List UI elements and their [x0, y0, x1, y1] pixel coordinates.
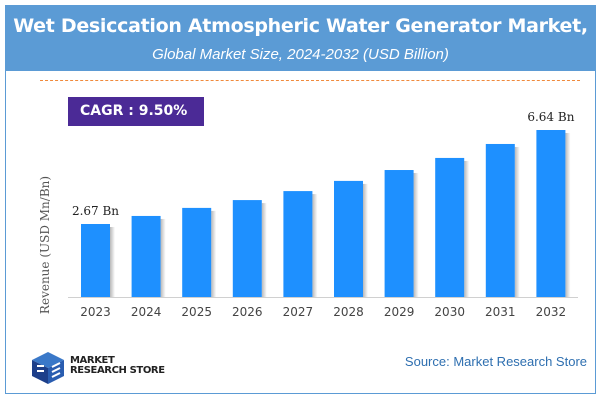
bar-2026: [232, 200, 262, 297]
bar-2028: [334, 180, 363, 297]
x-tick-label: 2029: [384, 305, 415, 319]
x-tick-label: 2027: [283, 305, 314, 319]
bar-2029: [384, 170, 414, 297]
x-tick-label: 2028: [333, 305, 364, 319]
bar-shadow: [110, 227, 115, 297]
x-tick-label: 2030: [434, 305, 465, 319]
bar-shadow: [261, 203, 267, 297]
source-text: Source: Market Research Store: [404, 354, 587, 369]
x-tick-label: 2032: [536, 305, 567, 319]
dashed-divider: [40, 80, 580, 81]
bar-shadow: [160, 218, 166, 297]
bar-2027: [283, 191, 313, 297]
bar-2031: [485, 143, 515, 297]
bar-2024: [131, 215, 161, 297]
logo-text: MARKET RESEARCH STORE: [70, 356, 165, 376]
bar-shadow: [363, 183, 368, 297]
data-label: 2.67 Bn: [72, 204, 119, 218]
bar-shadow: [565, 133, 571, 297]
x-tick-label: 2024: [131, 305, 162, 319]
bar-shadow: [211, 210, 217, 297]
bar-shadow: [514, 146, 520, 297]
x-tick-label: 2023: [80, 305, 111, 319]
bar-shadow: [413, 173, 419, 297]
bar-shadow: [312, 194, 318, 297]
cagr-badge: CAGR : 9.50%: [68, 97, 204, 126]
x-tick-label: 2031: [485, 305, 516, 319]
x-tick-label: 2025: [181, 305, 212, 319]
logo-line-1: MARKET: [70, 355, 115, 366]
bar-2030: [435, 157, 465, 297]
bar-2025: [182, 207, 212, 297]
logo-line-2: RESEARCH STORE: [70, 365, 165, 376]
x-tick-label: 2026: [232, 305, 263, 319]
data-label: 6.64 Bn: [527, 110, 574, 124]
bar-shadow: [464, 160, 470, 297]
header-band: Wet Desiccation Atmospheric Water Genera…: [5, 5, 596, 71]
chart-title: Wet Desiccation Atmospheric Water Genera…: [13, 15, 588, 37]
bar-2032: [536, 130, 566, 297]
market-research-store-logo: [32, 352, 64, 384]
bar-2023: [81, 224, 110, 297]
chart-subtitle: Global Market Size, 2024-2032 (USD Billi…: [152, 46, 449, 63]
